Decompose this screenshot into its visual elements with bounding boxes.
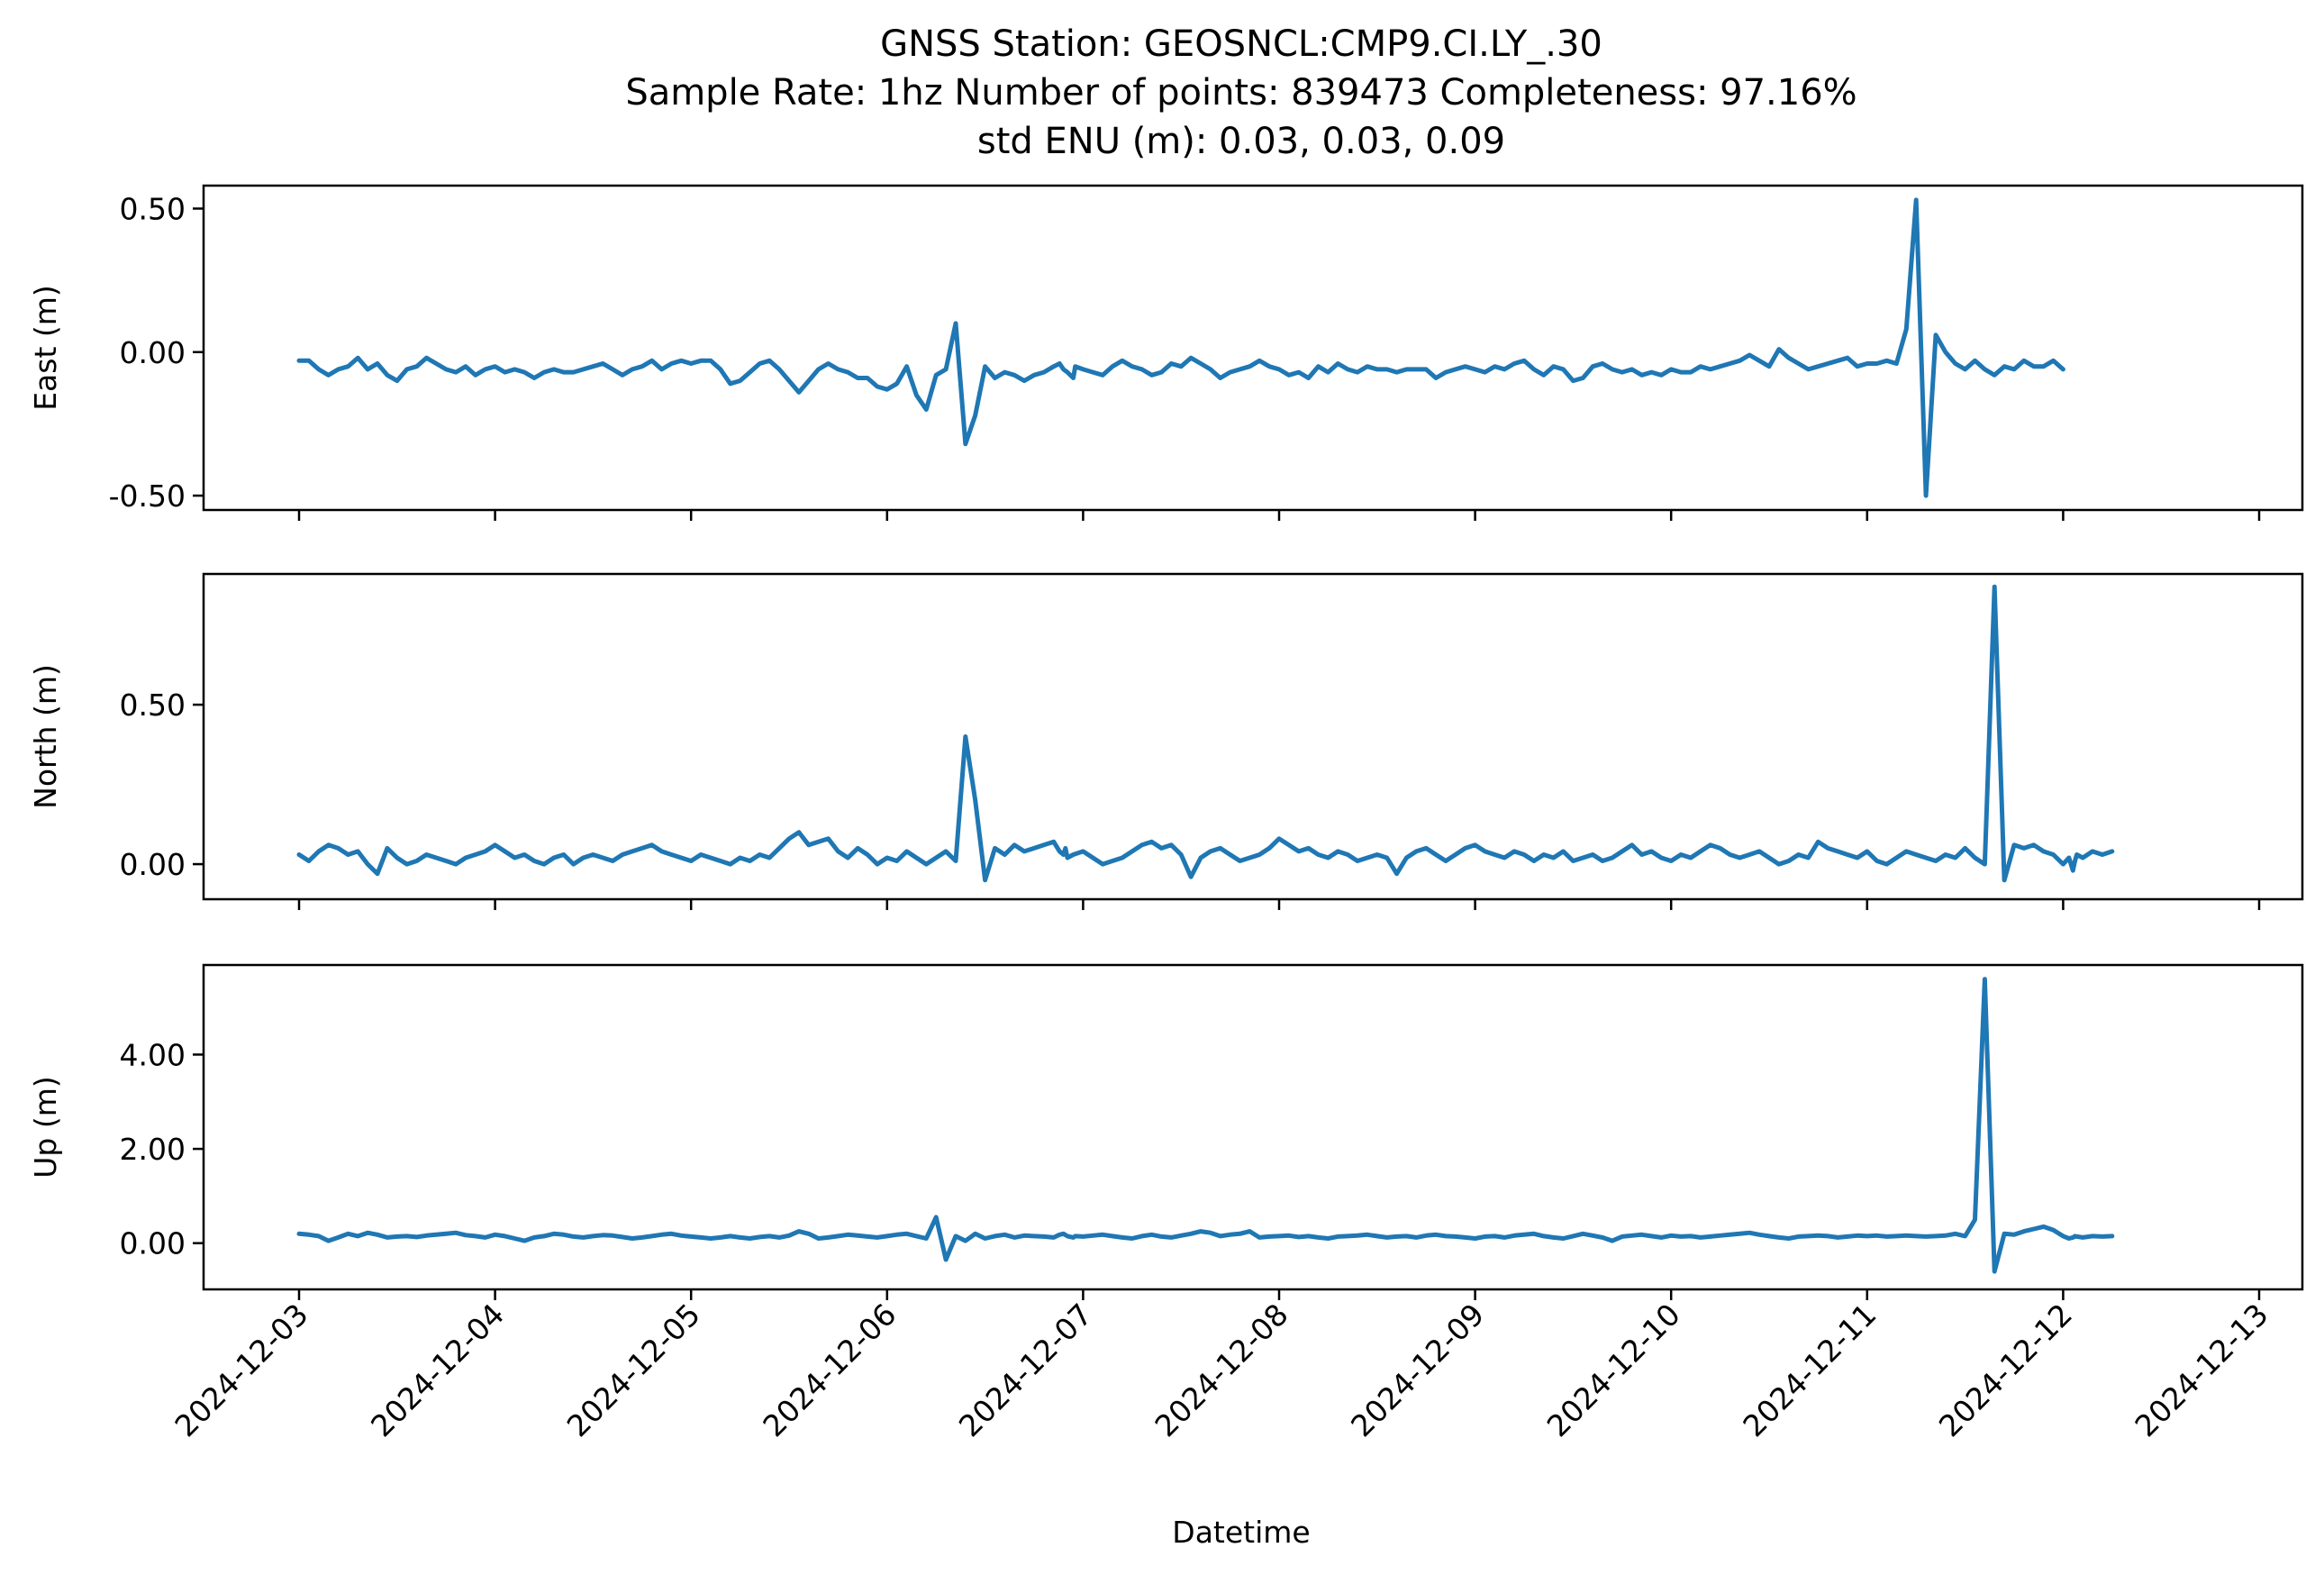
x-tick-label: 2024-12-08	[1148, 1297, 1294, 1443]
up-y-tick-label: 0.00	[120, 1226, 186, 1261]
up-y-axis-label: Up (m)	[28, 1076, 63, 1179]
north-y-axis-label: North (m)	[28, 664, 63, 809]
east-y-tick-label: -0.50	[109, 478, 186, 514]
east-y-tick-label: 0.50	[120, 191, 186, 226]
x-tick-label: 2024-12-05	[560, 1297, 707, 1443]
x-tick-label: 2024-12-12	[1932, 1297, 2079, 1443]
east-y-axis-label: East (m)	[28, 285, 63, 411]
x-tick-label: 2024-12-04	[364, 1297, 511, 1443]
north-panel: 0.00 0.50 North (m)	[28, 572, 2304, 910]
up-plot-frame	[202, 963, 2304, 1291]
north-y-tick-label: 0.50	[120, 687, 186, 723]
north-plot-frame	[202, 572, 2304, 901]
x-tick-label: 2024-12-03	[168, 1297, 314, 1443]
x-tick-label: 2024-12-10	[1540, 1297, 1687, 1443]
x-tick-label: 2024-12-06	[756, 1297, 903, 1443]
north-y-tick-label: 0.00	[120, 847, 186, 882]
chart-title-line-1: GNSS Station: GEOSNCL:CMP9.CI.LY_.30	[880, 23, 1602, 65]
east-panel: -0.50 0.00 0.50 East (m)	[28, 184, 2304, 521]
x-axis-label: Datetime	[1172, 1515, 1310, 1550]
east-series-line	[296, 197, 2065, 498]
x-tick-label: 2024-12-07	[952, 1297, 1099, 1443]
x-tick-label: 2024-12-11	[1736, 1297, 1883, 1443]
x-tick-label: 2024-12-09	[1344, 1297, 1491, 1443]
up-series-line	[296, 977, 2115, 1274]
up-y-tick-label: 2.00	[120, 1132, 186, 1167]
chart-title-line-2: Sample Rate: 1hz Number of points: 83947…	[625, 72, 1856, 114]
north-series-line	[296, 584, 2115, 883]
east-y-tick-label: 0.00	[120, 335, 186, 370]
x-axis: 2024-12-03 2024-12-04 2024-12-05 2024-12-06…	[168, 1297, 2274, 1443]
chart-title-line-3: std ENU (m): 0.03, 0.03, 0.09	[977, 121, 1505, 162]
up-y-tick-label: 4.00	[120, 1037, 186, 1072]
x-tick-label: 2024-12-13	[2128, 1297, 2274, 1443]
east-plot-frame	[202, 184, 2304, 512]
up-panel: 0.00 2.00 4.00 Up (m)	[28, 963, 2304, 1300]
